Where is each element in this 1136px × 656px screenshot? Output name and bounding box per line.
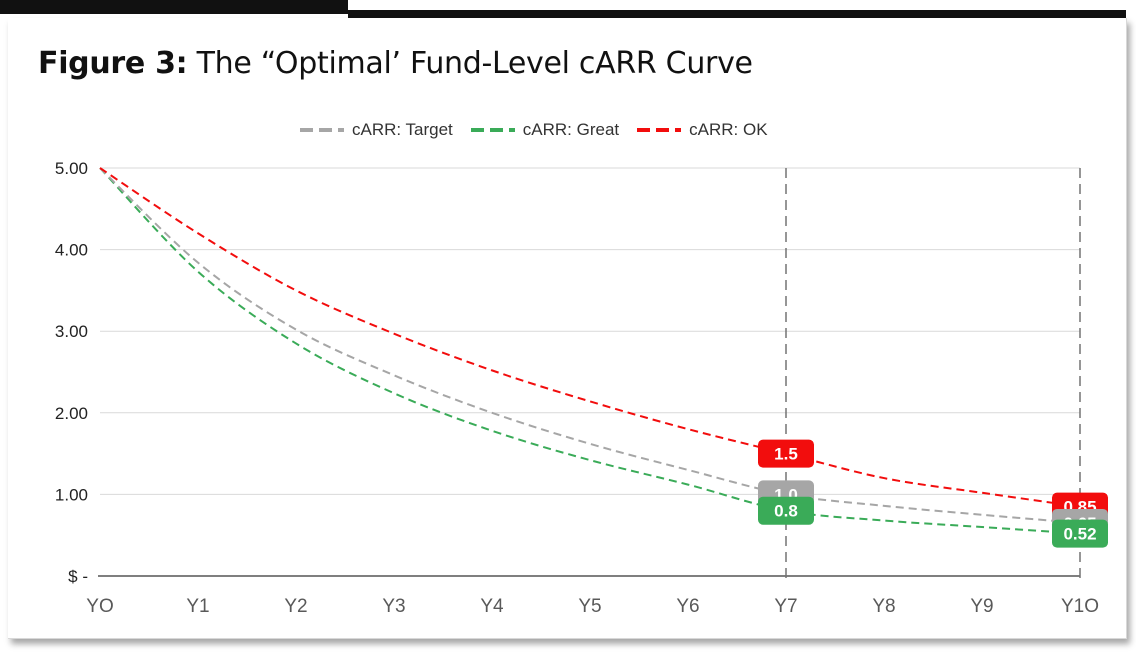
x-tick-label: Y1O	[1061, 596, 1099, 617]
figure-card	[8, 18, 1127, 639]
legend-label-target: cARR: Target	[352, 120, 453, 139]
y-tick-label: 2.00	[55, 404, 88, 423]
legend-swatch-target	[300, 128, 344, 132]
legend-item-ok: cARR: OK	[637, 120, 768, 140]
legend-item-target: cARR: Target	[300, 120, 453, 140]
y-tick-label: 1.00	[55, 485, 88, 504]
series-line-great	[99, 167, 1081, 535]
series-line-target	[99, 167, 1081, 524]
data-label-box	[758, 496, 814, 525]
x-tick-label: Y5	[578, 596, 601, 617]
legend-label-ok: cARR: OK	[689, 120, 768, 139]
x-tick-label: Y9	[970, 596, 993, 617]
data-label-box	[1052, 519, 1108, 548]
x-tick-label: Y1	[186, 596, 209, 617]
series-line-ok	[99, 167, 1081, 508]
x-tick-label: Y2	[284, 596, 307, 617]
x-tick-label: Y3	[382, 596, 405, 617]
top-bar-right	[348, 10, 1126, 18]
top-bar-left	[0, 0, 348, 14]
legend-item-great: cARR: Great	[470, 120, 620, 140]
data-label: 0.52	[1063, 525, 1096, 544]
x-tick-label: YO	[86, 596, 113, 617]
y-tick-label: 5.00	[55, 159, 88, 178]
figure-title-prefix: Figure 3:	[38, 46, 188, 81]
data-label: 1.5	[774, 445, 798, 464]
x-tick-label: Y8	[872, 596, 895, 617]
legend-swatch-great	[470, 128, 515, 132]
x-tick-label: Y4	[480, 596, 504, 617]
legend-swatch-ok	[637, 128, 682, 132]
legend-label-great: cARR: Great	[522, 120, 620, 139]
data-label: 0.8	[774, 502, 798, 521]
x-tick-label: Y7	[774, 596, 797, 617]
chart-legend: cARR: Target cARR: Great cARR: OK	[300, 118, 768, 142]
y-tick-label: 4.00	[55, 241, 88, 260]
data-label-box	[758, 439, 814, 468]
y-tick-label: $ -	[68, 567, 88, 586]
figure-title: Figure 3: The “Optimal’ Fund-Level cARR …	[38, 46, 753, 81]
figure-title-text: The “Optimal’ Fund-Level cARR Curve	[196, 46, 753, 81]
y-tick-label: 3.00	[55, 322, 88, 341]
x-tick-label: Y6	[676, 596, 699, 617]
